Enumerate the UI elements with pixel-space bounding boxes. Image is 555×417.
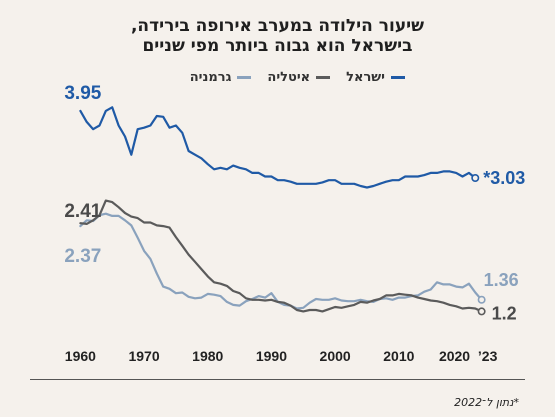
x-tick-label: 1960: [65, 348, 96, 364]
chart-legend: ישראל איטליה גרמניה: [190, 70, 405, 85]
x-tick-label: 2020: [439, 348, 470, 364]
chart-title-line1: שיעור הילודה במערב אירופה בירידה,: [130, 16, 425, 36]
x-tick-label: 1970: [128, 348, 159, 364]
series-line-germany: [79, 212, 483, 310]
legend-label-germany: גרמניה: [189, 70, 232, 85]
legend-item-germany: גרמניה: [190, 70, 252, 85]
x-tick-label: 2000: [320, 348, 351, 364]
legend-swatch-italy: [316, 76, 331, 79]
end-marker-germany: [477, 295, 486, 304]
end-label-germany: 1.36: [484, 270, 519, 290]
end-label-israel: *3.03: [483, 168, 525, 188]
x-tick-label: ’23: [478, 348, 498, 364]
end-label-italy: 1.2: [492, 303, 517, 323]
legend-swatch-germany: [237, 76, 252, 79]
x-tick-label: 2010: [383, 348, 414, 364]
start-label-germany: 2.37: [64, 246, 101, 267]
footnote: *נתון ל־2022: [454, 396, 519, 409]
legend-swatch-israel: [391, 76, 405, 79]
chart-title: שיעור הילודה במערב אירופה בירידה, בישראל…: [0, 16, 555, 56]
legend-item-italy: איטליה: [267, 70, 331, 85]
series-line-israel: [79, 106, 477, 189]
series-line-italy: [79, 199, 483, 313]
legend-item-israel: ישראל: [346, 70, 405, 85]
legend-label-italy: איטליה: [267, 70, 311, 85]
x-tick-label: 1980: [192, 348, 223, 364]
chart-title-line2: בישראל הוא גבוה ביותר מפי שניים: [142, 36, 413, 56]
x-tick-label: 1990: [256, 348, 287, 364]
start-label-israel: 3.95: [64, 83, 101, 104]
legend-label-israel: ישראל: [346, 70, 385, 85]
end-marker-israel: [471, 174, 480, 183]
footer-divider: [30, 379, 525, 380]
end-marker-italy: [477, 307, 486, 316]
start-label-italy: 2.41: [64, 201, 101, 222]
